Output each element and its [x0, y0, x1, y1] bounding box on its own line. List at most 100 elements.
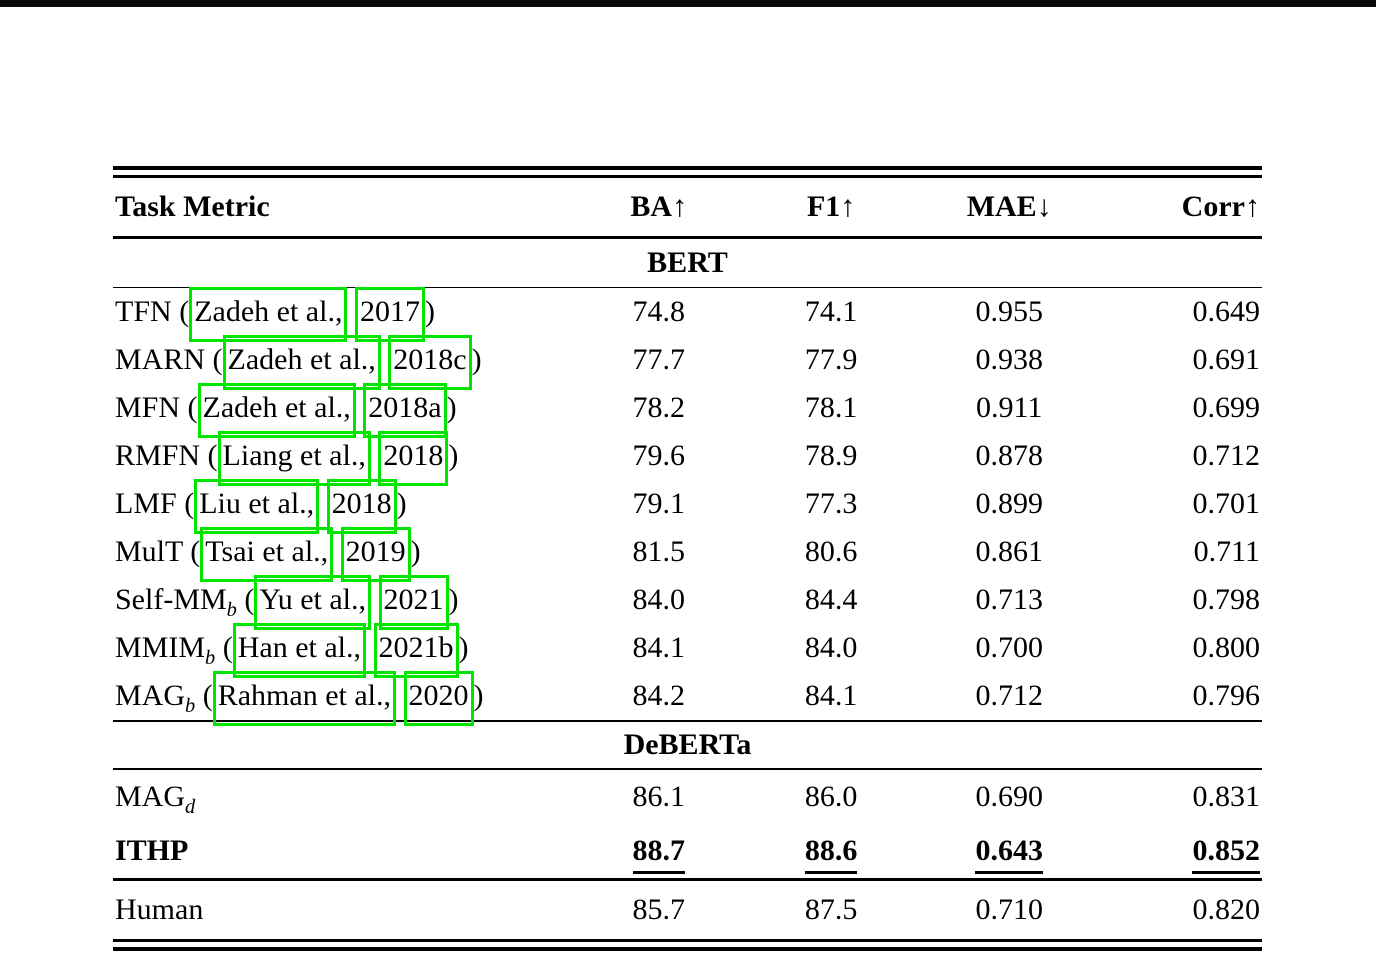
method-cell: MulT (Tsai et al., 2019) — [113, 527, 573, 582]
metric-value: 77.7 — [632, 343, 686, 376]
citation-author-link[interactable]: Han et al., — [232, 623, 366, 678]
metric-cell: 0.955 — [917, 295, 1101, 329]
method-cell: MFN (Zadeh et al., 2018a) — [113, 383, 573, 438]
citation-year-link[interactable]: 2017 — [354, 287, 425, 342]
metric-value: 79.1 — [632, 487, 686, 520]
metric-value: 0.643 — [975, 834, 1043, 874]
citation-year-link[interactable]: 2018a — [363, 383, 447, 438]
metric-value: 0.798 — [1192, 583, 1260, 616]
metric-value: 77.3 — [804, 487, 858, 520]
metric-cell: 81.5 — [573, 535, 745, 569]
metric-cell: 0.820 — [1101, 893, 1262, 927]
citation-year-link[interactable]: 2021b — [373, 623, 459, 678]
citation-author-link[interactable]: Rahman et al., — [212, 671, 396, 726]
metric-value: 84.4 — [804, 583, 858, 616]
method-name: RMFN — [115, 439, 201, 472]
metric-value: 79.6 — [632, 439, 686, 472]
method-cell: ITHP — [113, 834, 573, 868]
metric-cell: 0.899 — [917, 487, 1101, 521]
metric-value: 80.6 — [804, 535, 858, 568]
method-name: MAG — [115, 780, 186, 813]
metric-cell: 74.1 — [745, 295, 917, 329]
header-corr: Corr↑ — [1181, 190, 1260, 223]
citation-year-link[interactable]: 2018 — [326, 479, 397, 534]
table-row-mag: MAGd 86.1 86.0 0.690 0.831 — [113, 770, 1262, 824]
metric-cell: 84.1 — [573, 631, 745, 665]
section-rule — [113, 720, 1262, 722]
metric-cell: 0.691 — [1101, 343, 1262, 377]
method-name: MAG — [115, 679, 186, 712]
method-name: Human — [115, 892, 204, 926]
method-name: LMF — [115, 487, 177, 520]
metric-cell: 0.712 — [917, 679, 1101, 713]
method-name: MARN — [115, 343, 206, 376]
metric-cell: 85.7 — [573, 893, 745, 927]
metric-cell: 79.6 — [573, 439, 745, 473]
method-cell: TFN (Zadeh et al., 2017) — [113, 287, 573, 342]
citation-year-link[interactable]: 2019 — [340, 527, 411, 582]
method-cell: LMF (Liu et al., 2018) — [113, 479, 573, 534]
metric-cell: 77.3 — [745, 487, 917, 521]
citation-author-link[interactable]: Zadeh et al., — [222, 335, 381, 390]
metric-value: 0.711 — [1193, 535, 1260, 568]
method-cell: MAGb (Rahman et al., 2020) — [113, 671, 573, 726]
metric-value: 0.701 — [1192, 487, 1260, 520]
metric-cell: 80.6 — [745, 535, 917, 569]
citation-year-link[interactable]: 2018c — [388, 335, 472, 390]
metric-value: 0.955 — [975, 295, 1043, 328]
citation-author-link[interactable]: Zadeh et al., — [189, 287, 348, 342]
table-row-rmfn: RMFN (Liang et al., 2018) 79.6 78.9 0.878 0.… — [113, 431, 1262, 486]
method-name: ITHP — [115, 834, 189, 867]
header-mae: MAE↓ — [966, 190, 1052, 223]
metric-cell: 0.861 — [917, 535, 1101, 569]
citation-year-link[interactable]: 2018 — [378, 431, 449, 486]
method-name: MFN — [115, 391, 181, 424]
metric-cell: 86.0 — [745, 780, 917, 814]
citation-author-link[interactable]: Liang et al., — [217, 431, 371, 486]
metric-cell: 88.7 — [573, 834, 745, 874]
table-row-human: Human 85.7 87.5 0.710 0.820 — [113, 881, 1262, 939]
metric-cell: 79.1 — [573, 487, 745, 521]
metric-value: 84.1 — [804, 679, 858, 712]
metric-cell: 78.2 — [573, 391, 745, 425]
metric-cell: 78.1 — [745, 391, 917, 425]
metric-value: 0.820 — [1192, 892, 1260, 926]
bottom-rule-inner — [113, 938, 1262, 942]
section-title-deberta: DeBERTa — [623, 728, 752, 761]
citation-author-link[interactable]: Tsai et al., — [200, 527, 334, 582]
section-rule — [113, 286, 1262, 288]
metric-value: 86.0 — [804, 780, 858, 813]
citation-year-link[interactable]: 2020 — [403, 671, 474, 726]
metric-cell: 84.1 — [745, 679, 917, 713]
method-name: MMIM — [115, 631, 206, 664]
metric-cell: 0.643 — [917, 834, 1101, 874]
method-cell: MMIMb (Han et al., 2021b) — [113, 623, 573, 678]
metric-value: 0.712 — [1192, 439, 1260, 472]
top-rule-outer — [113, 166, 1262, 170]
metric-cell: 78.9 — [745, 439, 917, 473]
citation-author-link[interactable]: Yu et al., — [254, 575, 372, 630]
citation-year-link[interactable]: 2021 — [378, 575, 449, 630]
header-ba: BA↑ — [630, 190, 688, 223]
header-f1: F1↑ — [806, 190, 856, 223]
metric-cell: 0.798 — [1101, 583, 1262, 617]
metric-value: 0.831 — [1192, 780, 1260, 813]
table-row-mmim: MMIMb (Han et al., 2021b) 84.1 84.0 0.700 0.… — [113, 623, 1262, 678]
metric-value: 85.7 — [632, 892, 686, 926]
metric-cell: 88.6 — [745, 834, 917, 874]
results-table: Task Metric BA↑ F1↑ MAE↓ Corr↑ BERT TFN (… — [113, 166, 1262, 951]
metric-value: 0.800 — [1192, 631, 1260, 664]
citation-author-link[interactable]: Liu et al., — [194, 479, 320, 534]
header-task-metric: Task Metric — [115, 190, 270, 223]
metric-value: 0.691 — [1192, 343, 1260, 376]
citation-author-link[interactable]: Zadeh et al., — [197, 383, 356, 438]
metric-value: 78.2 — [632, 391, 686, 424]
metric-cell: 77.7 — [573, 343, 745, 377]
metric-value: 0.690 — [975, 780, 1043, 813]
metric-cell: 87.5 — [745, 893, 917, 927]
table-row-mag: MAGb (Rahman et al., 2020) 84.2 84.1 0.712 0… — [113, 671, 1262, 726]
metric-value: 0.700 — [975, 631, 1043, 664]
metric-cell: 0.710 — [917, 893, 1101, 927]
metric-cell: 0.699 — [1101, 391, 1262, 425]
method-cell: Self-MMb (Yu et al., 2021) — [113, 575, 573, 630]
